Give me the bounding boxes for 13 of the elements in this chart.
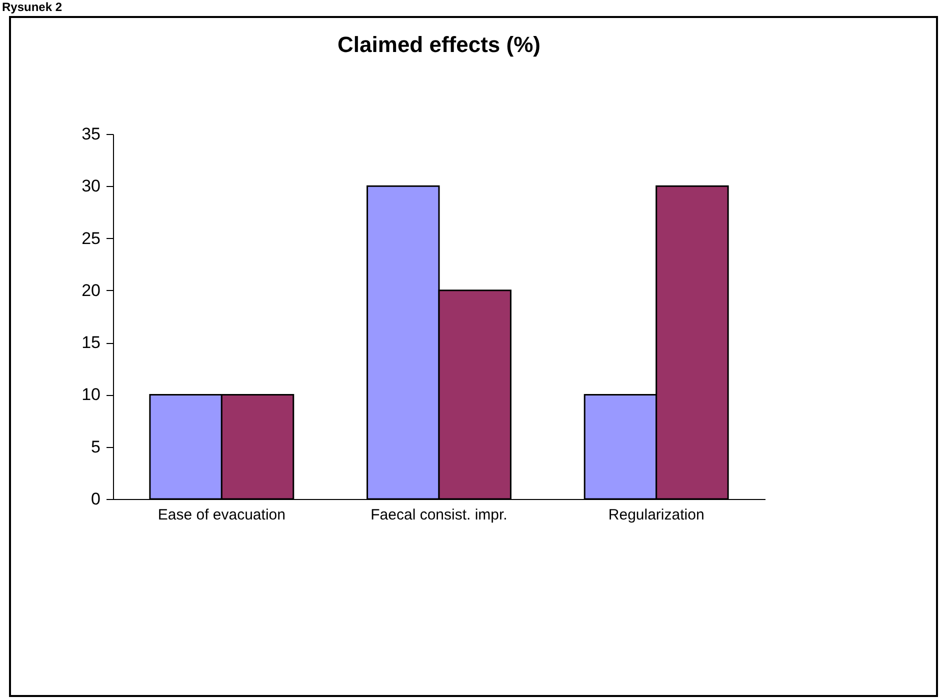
x-tick-label: Regularization <box>608 506 704 524</box>
chart-title: Claimed effects (%) <box>338 32 540 57</box>
x-tick-label: Faecal consist. impr. <box>370 506 508 524</box>
y-tick-label: 30 <box>82 176 100 196</box>
y-tick-label: 15 <box>82 333 100 352</box>
y-tick-label: 20 <box>82 280 100 300</box>
text: Rysunek 2 <box>2 0 62 14</box>
y-tick-label: 0 <box>91 490 100 508</box>
y-tick-label: 25 <box>82 228 100 248</box>
y-tick-label: 10 <box>82 385 100 404</box>
x-tick-label: Ease of evacuation <box>158 506 286 524</box>
y-tick-label: 5 <box>91 437 100 456</box>
y-tick-label: 35 <box>82 124 100 144</box>
